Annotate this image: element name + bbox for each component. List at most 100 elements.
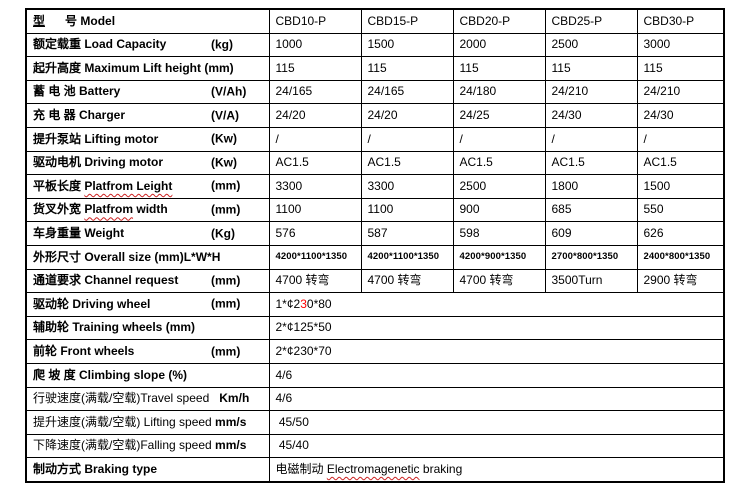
braking-type-row: 制动方式 Braking type 电磁制动 Electromagenetic b…	[25, 457, 725, 483]
battery-label: 蓄 电 池 Battery (V/Ah)	[25, 79, 270, 105]
charger-label: 充 电 器 Charger (V/A)	[25, 103, 270, 128]
text-segment: 下降速度(满载/空载)Falling speed	[33, 438, 216, 453]
text-segment: 辅助轮 Training wheels (mm)	[33, 320, 196, 335]
max-lift-height-value-CBD15-P: 115	[360, 56, 454, 81]
charger-value-CBD10-P: 24/20	[268, 103, 362, 128]
platform-length-row: 平板长度 Platfrom Leight (mm) 3300 3300 2500 1800…	[25, 174, 725, 199]
lifting-motor-value-CBD20-P: /	[452, 126, 546, 152]
cell-value: 24/165	[275, 84, 313, 99]
cell-value: 2*¢230*70	[275, 344, 332, 359]
cell-value: AC1.5	[367, 155, 401, 170]
text-segment: 充 电 器 Charger	[33, 108, 126, 123]
text-segment: 行驶速度(满载/空载)Travel speed	[33, 391, 210, 406]
cell-value: 685	[551, 202, 572, 217]
braking-type-value: 电磁制动 Electromagenetic braking	[268, 457, 725, 483]
text-segment: Electromagenetic	[326, 461, 420, 476]
cell-value: 2500	[551, 37, 579, 52]
text-segment: Platfrom Leight	[84, 178, 173, 193]
text-segment: 起升高度 Maximum Lift height (mm)	[33, 60, 234, 75]
overall-size-label: 外形尺寸 Overall size (mm)L*W*H	[25, 244, 270, 270]
text-segment: braking	[419, 461, 463, 476]
front-wheels-unit: (mm)	[211, 344, 241, 359]
cell-value: 587	[367, 226, 388, 241]
weight-row: 车身重量 Weight (Kg) 576 587 598 609 626	[25, 221, 725, 246]
cell-value: 1000	[275, 37, 303, 52]
platform-width-unit: (mm)	[211, 202, 241, 217]
platform-length-value-CBD10-P: 3300	[268, 174, 362, 199]
text-segment: 号 Model	[65, 13, 116, 28]
cell-value: AC1.5	[275, 155, 309, 170]
channel-request-value-CBD30-P: 2900 转弯	[636, 268, 725, 294]
cell-value: 4/6	[275, 391, 293, 406]
model-header-cell: CBD20-P	[452, 8, 546, 34]
cell-value: 45/50	[275, 414, 309, 429]
battery-value-CBD30-P: 24/210	[636, 79, 725, 105]
cell-value: 1500	[367, 37, 395, 52]
load-capacity-row: 额定载重 Load Capacity (kg) 1000 1500 2000 2500 30…	[25, 32, 725, 58]
text-segment: 外形尺寸 Overall size (mm)L*W*H	[33, 249, 221, 264]
falling-speed-label: 下降速度(满载/空载)Falling speed mm/s	[25, 433, 270, 459]
model-header-cell: CBD30-P	[636, 8, 725, 34]
driving-wheel-row: 驱动轮 Driving wheel (mm) 1*¢230*80	[25, 292, 725, 317]
cell-value: 115	[275, 60, 295, 75]
cell-value: 24/30	[643, 108, 674, 123]
weight-unit: (Kg)	[211, 226, 235, 241]
text-segment: 驱动轮 Driving wheel	[33, 296, 151, 311]
text-segment: mm/s	[215, 414, 247, 429]
charger-value-CBD20-P: 24/25	[452, 103, 546, 128]
front-wheels-row: 前轮 Front wheels (mm) 2*¢230*70	[25, 339, 725, 364]
cell-value: 4700 转弯	[459, 273, 514, 288]
charger-value-CBD15-P: 24/20	[360, 103, 454, 128]
training-wheels-row: 辅助轮 Training wheels (mm) 2*¢125*50	[25, 315, 725, 341]
travel-speed-label: 行驶速度(满载/空载)Travel speed Km/h	[25, 386, 270, 412]
lifting-speed-label: 提升速度(满载/空载) Lifting speed mm/s	[25, 410, 270, 435]
overall-size-value-CBD25-P: 2700*800*1350	[544, 244, 638, 270]
overall-size-value-CBD30-P: 2400*800*1350	[636, 244, 725, 270]
cell-value: 4700 转弯	[275, 273, 330, 288]
driving-motor-value-CBD10-P: AC1.5	[268, 150, 362, 176]
battery-value-CBD15-P: 24/165	[360, 79, 454, 105]
text-segment: Platfrom	[84, 202, 134, 217]
training-wheels-label: 辅助轮 Training wheels (mm)	[25, 315, 270, 341]
platform-width-label: 货叉外宽 Platfrom width (mm)	[25, 197, 270, 223]
platform-width-value-CBD30-P: 550	[636, 197, 725, 223]
cell-value: CBD25-P	[551, 13, 603, 28]
cell-value: CBD15-P	[367, 13, 419, 28]
driving-motor-label: 驱动电机 Driving motor (Kw)	[25, 150, 270, 176]
driving-wheel-value: 1*¢230*80	[268, 292, 725, 317]
load-capacity-unit: (kg)	[211, 37, 233, 52]
cell-value: 4200*1100*1350	[275, 251, 348, 263]
driving-motor-value-CBD15-P: AC1.5	[360, 150, 454, 176]
max-lift-height-value-CBD20-P: 115	[452, 56, 546, 81]
falling-speed-value: 45/40	[268, 433, 725, 459]
text-segment: 1*¢2	[275, 296, 301, 311]
text-segment: 货叉外宽	[33, 202, 85, 217]
load-capacity-value-CBD20-P: 2000	[452, 32, 546, 58]
driving-wheel-unit: (mm)	[211, 296, 241, 311]
driving-motor-value-CBD25-P: AC1.5	[544, 150, 638, 176]
max-lift-height-label: 起升高度 Maximum Lift height (mm)	[25, 56, 270, 81]
cell-value: 24/210	[551, 84, 589, 99]
cell-value: 609	[551, 226, 572, 241]
max-lift-height-value-CBD10-P: 115	[268, 56, 362, 81]
charger-value-CBD25-P: 24/30	[544, 103, 638, 128]
channel-request-label: 通道要求 Channel request (mm)	[25, 268, 270, 294]
cell-value: /	[551, 131, 555, 146]
platform-length-label: 平板长度 Platfrom Leight (mm)	[25, 174, 270, 199]
text-segment: 制动方式 Braking type	[33, 461, 158, 476]
cell-value: 2700*800*1350	[551, 251, 619, 263]
overall-size-value-CBD15-P: 4200*1100*1350	[360, 244, 454, 270]
cell-value: 115	[459, 60, 479, 75]
cell-value: 2900 转弯	[643, 273, 698, 288]
platform-length-value-CBD30-P: 1500	[636, 174, 725, 199]
cell-value: 2000	[459, 37, 487, 52]
cell-value: 900	[459, 202, 480, 217]
cell-value: 1100	[275, 202, 302, 217]
spec-table-body: 型 号 Model CBD10-P CBD15-P CBD20-P CBD25-P CBD…	[25, 8, 725, 483]
driving-wheel-label: 驱动轮 Driving wheel (mm)	[25, 292, 270, 317]
battery-value-CBD25-P: 24/210	[544, 79, 638, 105]
lifting-motor-label: 提升泵站 Lifting motor (Kw)	[25, 126, 270, 152]
lifting-motor-value-CBD10-P: /	[268, 126, 362, 152]
cell-value: /	[459, 131, 463, 146]
